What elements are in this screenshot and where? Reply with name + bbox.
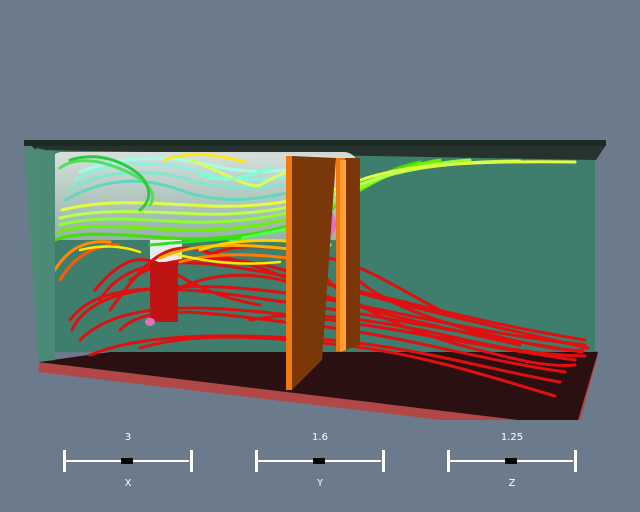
3d-viewport[interactable] <box>0 0 640 420</box>
partition-wall-rear-edge <box>340 160 346 352</box>
scale-value-y: 1.6 <box>312 432 328 443</box>
scale-value-x: 3 <box>124 432 132 443</box>
scale-bar-x: 3 X <box>63 430 193 490</box>
ceiling-edge-front <box>24 140 606 146</box>
red-block <box>150 262 178 322</box>
partition-wall-rear-face <box>345 158 360 350</box>
scale-axis-x: X <box>124 478 132 489</box>
partition-wall-face <box>292 156 336 390</box>
scale-axis-z: Z <box>508 478 516 489</box>
scale-axis-y: Y <box>316 478 324 489</box>
partition-wall-front <box>286 156 292 390</box>
room-floor-top <box>38 345 598 420</box>
scale-bar-z: 1.25 Z <box>447 430 577 490</box>
scale-bar-y: 1.6 Y <box>255 430 385 490</box>
pink-object-small <box>145 318 155 326</box>
left-wall-edge <box>36 148 55 362</box>
scale-value-z: 1.25 <box>500 432 524 443</box>
streamlines-yellow <box>78 153 282 265</box>
